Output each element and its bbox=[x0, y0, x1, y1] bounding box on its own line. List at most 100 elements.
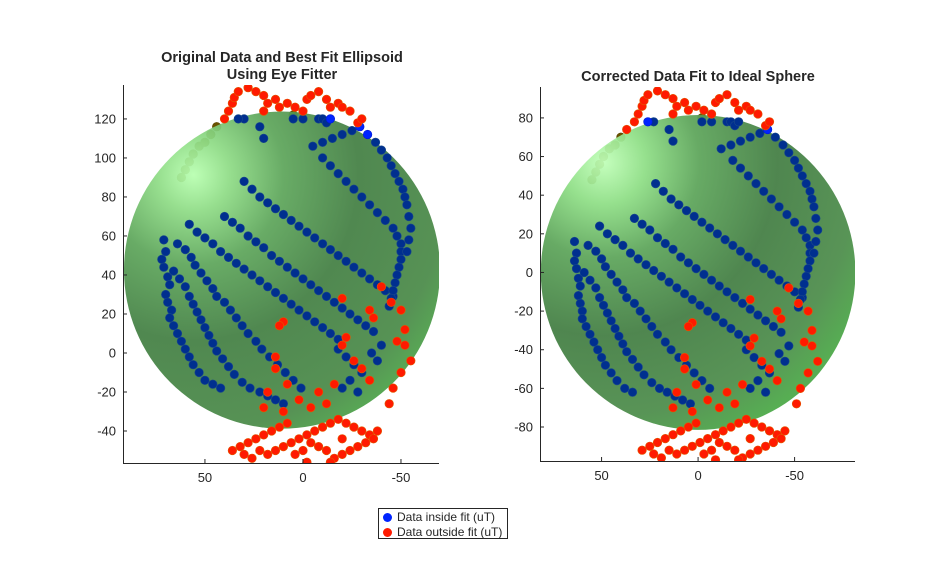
data-point-inside bbox=[159, 262, 169, 272]
data-point-inside bbox=[681, 206, 692, 216]
data-point-outside bbox=[314, 442, 324, 452]
data-point-inside bbox=[591, 246, 601, 256]
data-point-inside bbox=[585, 329, 595, 339]
data-point-inside bbox=[768, 321, 779, 332]
data-point-inside bbox=[606, 316, 616, 326]
data-point-outside bbox=[274, 422, 285, 432]
data-point-inside bbox=[235, 223, 245, 233]
data-point-outside bbox=[306, 90, 316, 101]
data-point-inside bbox=[706, 275, 717, 285]
data-point-inside bbox=[706, 117, 717, 127]
data-point-outside bbox=[703, 395, 713, 405]
data-point-inside bbox=[797, 287, 807, 297]
data-point-inside bbox=[641, 314, 651, 324]
data-point-outside bbox=[298, 106, 308, 116]
data-point-outside bbox=[357, 426, 367, 436]
data-point-inside bbox=[637, 219, 647, 229]
data-point-inside bbox=[318, 323, 328, 333]
plot-title-line1: Original Data and Best Fit Ellipsoid bbox=[161, 50, 403, 66]
data-point-outside bbox=[656, 453, 666, 461]
data-point-inside bbox=[571, 248, 582, 258]
data-point-inside bbox=[745, 383, 755, 394]
data-point-inside bbox=[585, 275, 595, 285]
data-point-inside bbox=[610, 323, 620, 334]
data-point-outside bbox=[267, 426, 277, 436]
data-point-outside bbox=[282, 98, 292, 108]
data-point-inside bbox=[679, 289, 690, 299]
data-point-inside bbox=[583, 240, 593, 250]
data-point-outside bbox=[243, 438, 253, 448]
data-point-outside bbox=[803, 306, 813, 316]
data-point-inside bbox=[180, 245, 190, 255]
data-point-inside bbox=[789, 155, 800, 165]
data-point-inside bbox=[290, 268, 300, 278]
data-point-inside bbox=[784, 341, 794, 351]
y-tick-label: -20 bbox=[97, 385, 116, 400]
data-point-outside bbox=[368, 313, 379, 323]
data-point-inside bbox=[633, 254, 643, 264]
data-point-inside bbox=[743, 252, 753, 262]
data-point-inside bbox=[683, 258, 694, 268]
data-point-outside bbox=[706, 445, 717, 455]
data-point-outside bbox=[672, 449, 682, 459]
data-point-inside bbox=[774, 275, 784, 285]
data-point-outside bbox=[251, 86, 261, 97]
data-point-inside bbox=[676, 252, 686, 262]
data-point-outside bbox=[730, 399, 740, 409]
data-point-inside bbox=[589, 337, 599, 347]
data-point-outside bbox=[325, 457, 335, 463]
data-point-outside bbox=[274, 102, 285, 112]
data-point-inside bbox=[218, 354, 228, 364]
data-point-outside bbox=[274, 321, 285, 331]
data-point-inside bbox=[656, 271, 667, 281]
data-point-inside bbox=[172, 328, 183, 339]
y-tick-label: 60 bbox=[519, 149, 533, 164]
data-point-inside bbox=[672, 283, 682, 293]
y-tick-label: 60 bbox=[102, 228, 116, 243]
data-point-outside bbox=[745, 341, 755, 351]
y-tick-label: 0 bbox=[526, 265, 533, 280]
data-point-outside bbox=[660, 434, 670, 444]
data-point-inside bbox=[314, 286, 324, 296]
data-point-inside bbox=[318, 137, 328, 147]
data-point-outside bbox=[699, 105, 709, 115]
data-point-outside bbox=[668, 430, 678, 440]
data-point-inside bbox=[766, 194, 777, 204]
data-point-inside bbox=[216, 383, 226, 393]
data-point-outside bbox=[223, 106, 234, 116]
data-point-inside bbox=[278, 399, 289, 409]
data-point-outside bbox=[345, 445, 355, 456]
data-point-inside bbox=[770, 132, 780, 142]
data-point-inside bbox=[231, 313, 241, 323]
data-point-inside bbox=[664, 277, 674, 287]
data-point-outside bbox=[714, 93, 724, 104]
data-point-inside bbox=[196, 268, 206, 278]
data-point-inside bbox=[581, 321, 591, 332]
data-point-inside bbox=[801, 233, 811, 243]
data-point-outside bbox=[749, 333, 759, 343]
data-point-inside bbox=[337, 129, 347, 140]
data-point-outside bbox=[270, 352, 281, 362]
data-point-inside bbox=[372, 356, 383, 366]
data-point-outside bbox=[392, 336, 402, 346]
data-point-inside bbox=[612, 376, 622, 386]
data-point-outside bbox=[768, 437, 779, 448]
data-point-outside bbox=[733, 105, 744, 115]
data-point-inside bbox=[325, 245, 336, 255]
data-point-inside bbox=[380, 215, 390, 225]
data-point-outside bbox=[683, 105, 694, 115]
data-point-inside bbox=[674, 200, 684, 210]
data-point-outside bbox=[314, 86, 324, 97]
data-point-inside bbox=[749, 352, 759, 363]
data-point-inside bbox=[390, 169, 400, 179]
data-point-outside bbox=[780, 426, 790, 436]
plot-title-line2: Using Eye Fitter bbox=[227, 67, 338, 83]
data-point-inside bbox=[341, 176, 351, 186]
data-point-outside bbox=[233, 86, 243, 97]
data-point-outside bbox=[400, 340, 410, 350]
data-point-inside bbox=[610, 235, 620, 245]
data-point-inside bbox=[388, 286, 398, 296]
data-point-outside bbox=[722, 90, 732, 100]
data-point-outside bbox=[793, 298, 804, 309]
data-point-inside bbox=[591, 283, 601, 293]
